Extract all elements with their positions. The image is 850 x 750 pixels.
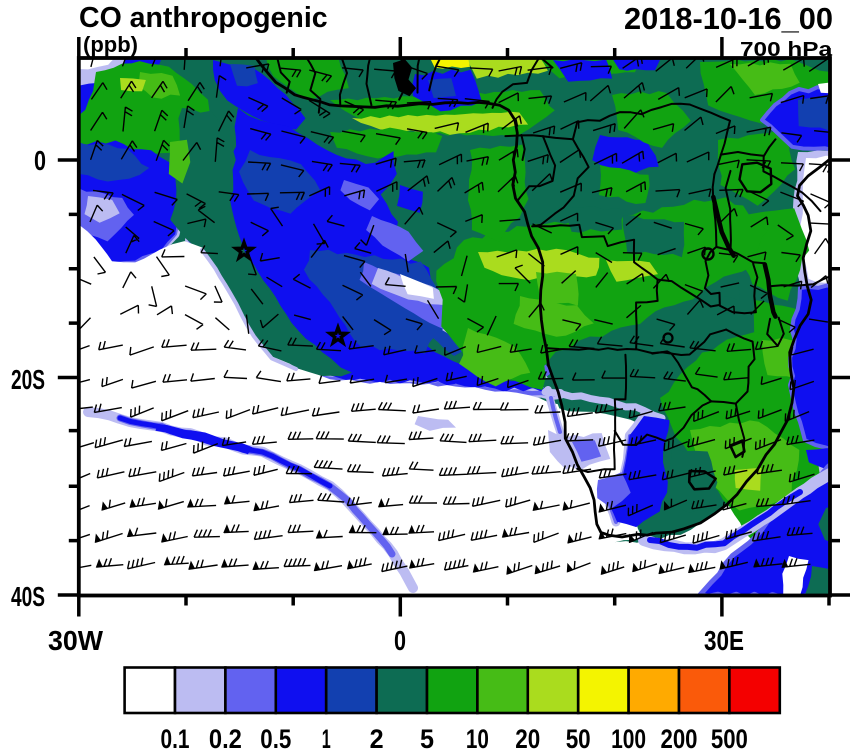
svg-text:0.2: 0.2	[209, 724, 242, 750]
svg-text:500: 500	[711, 724, 748, 750]
svg-text:30E: 30E	[704, 625, 744, 656]
svg-text:200: 200	[661, 724, 698, 750]
svg-text:100: 100	[611, 724, 646, 750]
svg-text:10: 10	[466, 724, 489, 750]
svg-text:2018-10-16_00: 2018-10-16_00	[624, 1, 833, 36]
svg-text:2: 2	[370, 724, 384, 750]
svg-text:0: 0	[394, 625, 406, 656]
svg-text:20S: 20S	[11, 364, 45, 395]
svg-text:0.1: 0.1	[161, 724, 190, 750]
svg-text:5: 5	[420, 724, 434, 750]
svg-text:CO anthropogenic: CO anthropogenic	[79, 2, 328, 34]
svg-text:20: 20	[515, 724, 540, 750]
svg-text:50: 50	[566, 724, 591, 750]
svg-text:1: 1	[322, 724, 331, 750]
svg-text:0.5: 0.5	[260, 724, 291, 750]
svg-text:(ppb): (ppb)	[83, 32, 138, 57]
svg-text:30W: 30W	[48, 625, 104, 656]
svg-text:700 hPa: 700 hPa	[740, 39, 833, 61]
svg-text:40S: 40S	[11, 581, 45, 612]
svg-text:0: 0	[34, 145, 46, 176]
